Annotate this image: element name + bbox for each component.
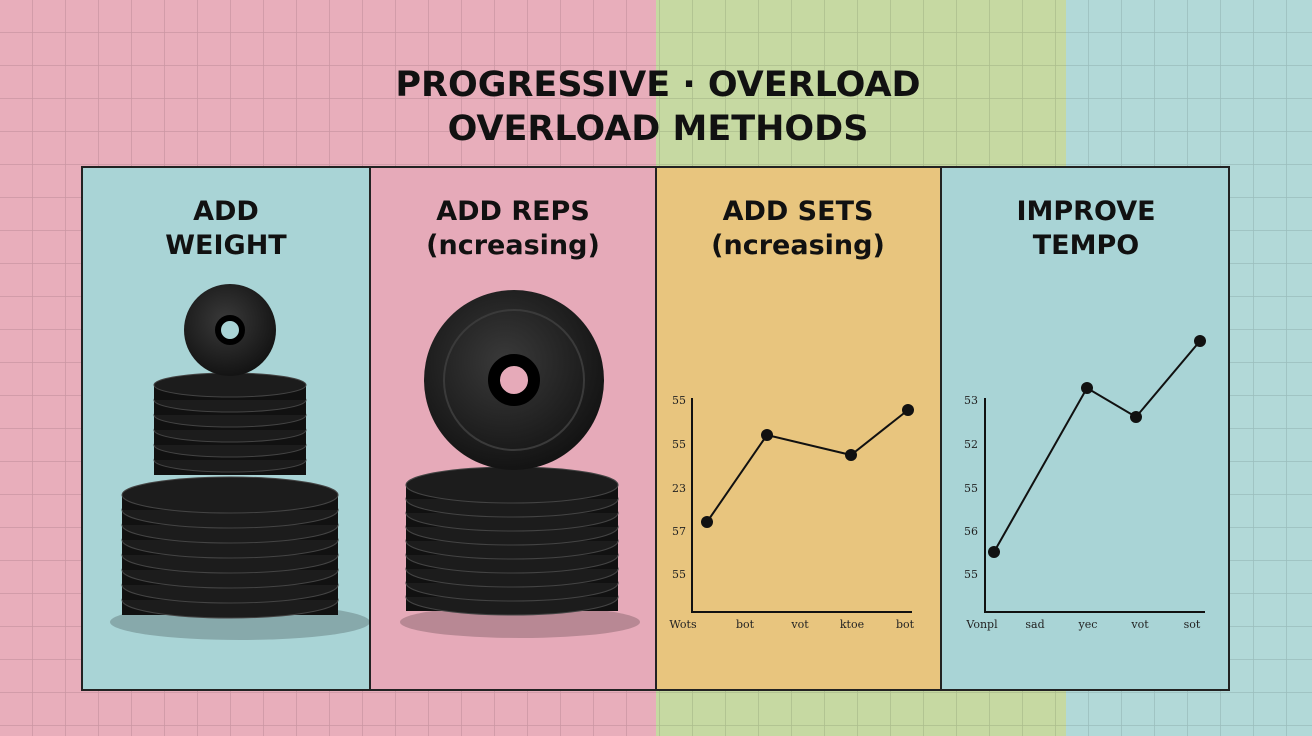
x-label: vot [1130,618,1149,631]
x-label: Vonpl [965,618,998,631]
panel-heading: (ncreasing) [426,230,600,261]
y-label: 55 [672,568,686,581]
y-label: 55 [672,394,686,407]
chart-points [701,335,1206,558]
y-label: 56 [964,525,978,538]
weight-plates [110,284,640,640]
y-label: 52 [964,438,978,451]
y-label: 55 [672,438,686,451]
panel-heading: WEIGHT [165,230,287,261]
plate [153,372,307,398]
plate [121,476,339,514]
y-label: 55 [964,482,978,495]
x-label: vot [790,618,809,631]
x-label: Wots [669,618,697,631]
panel-heading: ADD REPS [436,196,590,227]
plate-hole [488,354,540,406]
x-label: bot [896,618,915,631]
y-label: 57 [672,525,686,538]
shadow [400,606,640,638]
panel-heading: (ncreasing) [711,230,885,261]
chart-axes [691,340,1205,613]
y-label: 55 [964,568,978,581]
plate [405,466,619,504]
x-label: yec [1078,618,1098,631]
x-label: sot [1184,618,1201,631]
y-label: 23 [672,482,686,495]
x-label: ktoe [840,618,864,631]
plate-ring [443,309,585,451]
title-line: OVERLOAD METHODS [448,109,869,149]
x-label: sad [1025,618,1044,631]
y-label: 53 [964,394,978,407]
plate-hole [215,315,245,345]
panel-heading: ADD [193,196,259,227]
panel-heading: TEMPO [1033,230,1139,261]
panel-heading: IMPROVE [1016,196,1155,227]
title-line: PROGRESSIVE · OVERLOAD [395,65,920,105]
panel-heading: ADD SETS [723,196,874,227]
x-label: bot [736,618,755,631]
chart-labels: 55 55 23 57 55 Wots bot vot ktoe bot 53 52 55 56 55 Von… [669,394,1201,631]
